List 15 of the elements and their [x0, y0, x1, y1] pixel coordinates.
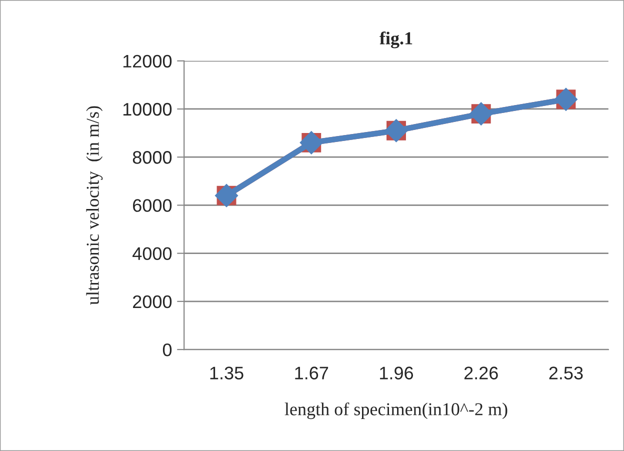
x-tick-label: 2.26	[464, 366, 498, 380]
y-tick-label: 8000	[132, 151, 172, 164]
x-axis-title: length of specimen(in10^-2 m)	[284, 402, 508, 420]
y-tick-label: 12000	[123, 54, 172, 68]
x-tick-label: 1.96	[380, 366, 414, 380]
y-tick-label: 10000	[123, 102, 172, 116]
chart-title: fig.1	[380, 32, 412, 48]
y-tick-label: 0	[162, 343, 172, 356]
y-tick-label: 2000	[133, 295, 172, 308]
x-tick-label: 1.67	[295, 366, 328, 380]
y-axis-title: ultrasonic velocity (in m/s)	[86, 106, 103, 305]
y-tick-label: 4000	[132, 247, 172, 260]
x-tick-label: 1.35	[210, 366, 244, 380]
x-tick-label: 2.53	[549, 366, 583, 380]
y-tick-label: 6000	[133, 199, 172, 212]
